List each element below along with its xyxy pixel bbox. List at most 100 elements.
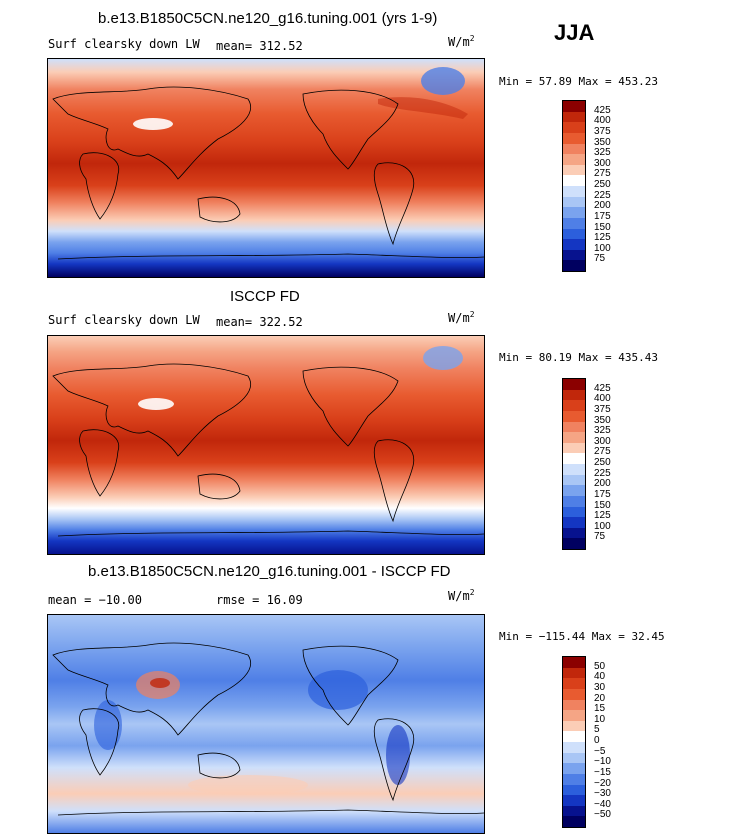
colorbar-swatch: [563, 699, 585, 711]
colorbar-swatch: [563, 538, 585, 549]
colorbar-swatch: [563, 143, 585, 155]
colorbar-swatch: [563, 474, 585, 486]
colorbar-tick-label: 300: [594, 435, 611, 447]
colorbar-swatch: [563, 442, 585, 454]
colorbar-tick-label: 275: [594, 446, 611, 458]
colorbar-tick-label: −15: [594, 766, 611, 778]
colorbar-tick-label: 425: [594, 104, 611, 116]
colorbar-swatch: [563, 731, 585, 742]
colorbar-tick-label: 150: [594, 499, 611, 511]
colorbar-tick-label: 325: [594, 425, 611, 437]
colorbar-tick-label: 225: [594, 189, 611, 201]
colorbar-tick-label: 400: [594, 393, 611, 405]
colorbar-tick-label: 30: [594, 681, 606, 693]
panel-2-colorbar: [562, 378, 586, 550]
colorbar-swatch: [563, 379, 585, 390]
colorbar-tick-label: 375: [594, 125, 611, 137]
colorbar-swatch: [563, 111, 585, 123]
colorbar-swatch: [563, 795, 585, 806]
colorbar-tick-label: 350: [594, 414, 611, 426]
colorbar-swatch: [563, 678, 585, 689]
colorbar-swatch: [563, 763, 585, 774]
panel-2-variable-label: Surf clearsky down LW: [48, 313, 200, 327]
colorbar-tick-label: 350: [594, 136, 611, 148]
colorbar-swatch: [563, 154, 585, 165]
panel-1-colorbar-swatches: [563, 101, 585, 271]
panel-2-colorbar-swatches: [563, 379, 585, 549]
colorbar-tick-label: −20: [594, 777, 611, 789]
colorbar-tick-label: 325: [594, 147, 611, 159]
colorbar-swatch: [563, 453, 585, 464]
colorbar-tick-label: 20: [594, 692, 606, 704]
panel-3-colorbar: [562, 656, 586, 828]
colorbar-swatch: [563, 517, 585, 528]
colorbar-swatch: [563, 260, 585, 271]
colorbar-tick-label: −5: [594, 745, 606, 757]
colorbar-swatch: [563, 752, 585, 764]
colorbar-tick-label: 10: [594, 713, 606, 725]
colorbar-swatch: [563, 101, 585, 112]
colorbar-tick-label: 75: [594, 531, 606, 543]
colorbar-swatch: [563, 164, 585, 176]
panel-1-min-max: Min = 57.89 Max = 453.23: [499, 75, 658, 88]
colorbar-swatch: [563, 421, 585, 433]
colorbar-tick-label: 40: [594, 671, 606, 683]
colorbar-tick-label: 75: [594, 253, 606, 265]
panel-1-title: b.e13.B1850C5CN.ne120_g16.tuning.001 (yr…: [98, 10, 438, 27]
colorbar-tick-label: 175: [594, 210, 611, 222]
colorbar-swatch: [563, 410, 585, 422]
colorbar-tick-label: 100: [594, 520, 611, 532]
panel-3-colorbar-swatches: [563, 657, 585, 827]
colorbar-swatch: [563, 720, 585, 732]
panel-2-min-max: Min = 80.19 Max = 435.43: [499, 351, 658, 364]
colorbar-swatch: [563, 249, 585, 261]
colorbar-swatch: [563, 207, 585, 218]
panel-1-map: [47, 58, 485, 278]
colorbar-swatch: [563, 657, 585, 668]
colorbar-swatch: [563, 527, 585, 539]
colorbar-swatch: [563, 175, 585, 186]
colorbar-swatch: [563, 228, 585, 240]
colorbar-swatch: [563, 196, 585, 208]
colorbar-tick-label: 100: [594, 242, 611, 254]
colorbar-tick-label: −30: [594, 788, 611, 800]
colorbar-tick-label: 125: [594, 232, 611, 244]
colorbar-swatch: [563, 389, 585, 401]
colorbar-tick-label: 200: [594, 200, 611, 212]
colorbar-swatch: [563, 742, 585, 753]
panel-3-title: b.e13.B1850C5CN.ne120_g16.tuning.001 - I…: [88, 563, 451, 580]
colorbar-tick-label: 150: [594, 221, 611, 233]
colorbar-tick-label: 225: [594, 467, 611, 479]
colorbar-swatch: [563, 239, 585, 250]
colorbar-tick-label: 400: [594, 115, 611, 127]
colorbar-swatch: [563, 688, 585, 700]
colorbar-tick-label: 200: [594, 478, 611, 490]
colorbar-tick-label: 175: [594, 488, 611, 500]
colorbar-swatch: [563, 186, 585, 197]
colorbar-swatch: [563, 122, 585, 133]
panel-3-units: W/m2: [448, 588, 475, 603]
panel-2-units: W/m2: [448, 310, 475, 325]
colorbar-tick-label: 50: [594, 660, 606, 672]
colorbar-tick-label: 5: [594, 724, 600, 736]
colorbar-tick-label: 375: [594, 403, 611, 415]
panel-1-variable-label: Surf clearsky down LW: [48, 37, 200, 51]
panel-2-map: [47, 335, 485, 555]
colorbar-tick-label: 300: [594, 157, 611, 169]
colorbar-swatch: [563, 217, 585, 229]
colorbar-swatch: [563, 805, 585, 817]
colorbar-swatch: [563, 495, 585, 507]
panel-1-mean-label: mean= 312.52: [216, 39, 303, 53]
panel-1-colorbar: [562, 100, 586, 272]
colorbar-swatch: [563, 400, 585, 411]
colorbar-tick-label: 125: [594, 510, 611, 522]
colorbar-tick-label: −40: [594, 798, 611, 810]
colorbar-tick-label: −50: [594, 809, 611, 821]
colorbar-swatch: [563, 506, 585, 518]
colorbar-tick-label: 0: [594, 735, 600, 746]
colorbar-swatch: [563, 710, 585, 721]
panel-3-map-field: [48, 615, 484, 833]
panel-1-units: W/m2: [448, 34, 475, 49]
colorbar-swatch: [563, 816, 585, 827]
colorbar-tick-label: 425: [594, 382, 611, 394]
